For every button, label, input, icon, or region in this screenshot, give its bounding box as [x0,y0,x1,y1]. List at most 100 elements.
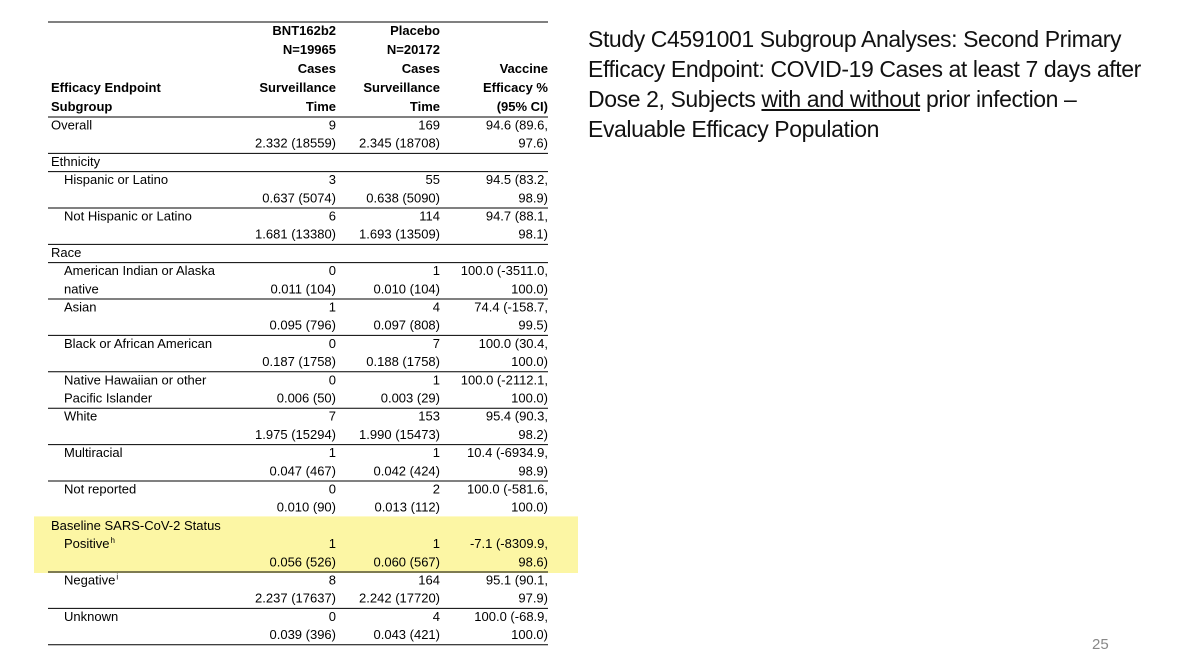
bnt-cell: 0 [329,372,336,387]
header-cell: (95% CI) [497,99,548,114]
header-cell: Surveillance [259,80,336,95]
ve-cell: 94.5 (83.2, [486,172,548,187]
category-label: Race [51,245,81,260]
header-cell: Time [410,99,440,114]
placebo-cell: 164 [418,573,440,588]
bnt-cell: 1 [329,300,336,315]
placebo-cell: 0.638 (5090) [366,190,440,205]
bnt-cell: 0 [329,482,336,497]
row-label: White [64,409,97,424]
highlight [34,516,578,537]
ve-cell: 95.4 (90.3, [486,409,548,424]
placebo-cell: 0.010 (104) [374,281,441,296]
header-cell: Cases [402,61,440,76]
bnt-cell: 1.681 (13380) [255,227,336,242]
header-cell: Efficacy Endpoint [51,80,161,95]
placebo-cell: 114 [419,209,440,224]
placebo-cell: 2.345 (18708) [359,136,440,151]
title-underlined: with and without [761,86,920,112]
row-label: Overall [51,118,92,133]
header-cell: Vaccine [500,61,548,76]
row-label: Unknown [64,609,118,624]
bnt-cell: 2.332 (18559) [255,136,336,151]
row-label: Asian [64,300,97,315]
bnt-cell: 6 [329,209,336,224]
header-cell: BNT162b2 [272,23,336,38]
ve-cell: 100.0) [511,627,548,642]
placebo-cell: 169 [418,118,440,133]
bnt-cell: 0.095 (796) [270,318,337,333]
footnote-marker: i [116,573,118,582]
placebo-cell: 4 [433,300,440,315]
ve-cell: 98.6) [518,554,548,569]
row-label: Positive [64,536,110,551]
placebo-cell: 1.990 (15473) [359,427,440,442]
ve-cell: 100.0 (-3511.0, [461,263,548,278]
bnt-cell: 0.056 (526) [270,554,337,569]
row-label: Black or African American [64,336,212,351]
header-cell: Surveillance [363,80,440,95]
placebo-cell: 1 [433,536,440,551]
bnt-cell: 0 [329,263,336,278]
placebo-cell: 1 [433,372,440,387]
placebo-cell: 2 [433,482,440,497]
placebo-cell: 0.003 (29) [381,391,440,406]
title-text: prior infection – Evaluable Efficacy Pop… [588,86,1077,142]
header-cell: Placebo [390,23,440,38]
ve-cell: 98.9) [518,463,548,478]
header-cell: N=20172 [387,42,440,57]
bnt-cell: 1 [329,445,336,460]
bnt-cell: 9 [329,118,336,133]
ve-cell: 97.9) [518,591,548,606]
row-label: American Indian or Alaska [64,263,216,278]
row-label: Multiracial [64,445,123,460]
ve-cell: 100.0) [511,500,548,515]
row-label: Not reported [64,482,136,497]
ve-cell: 99.5) [518,318,548,333]
row-label: Negative [64,573,115,588]
placebo-cell: 0.013 (112) [374,500,440,515]
bnt-cell: 7 [329,409,336,424]
bnt-cell: 0 [329,336,336,351]
placebo-cell: 2.242 (17720) [359,591,440,606]
row-label: Pacific Islander [64,391,153,406]
ve-cell: 100.0 (-2112.1, [461,372,548,387]
bnt-cell: 0 [329,609,336,624]
placebo-cell: 1 [433,263,440,278]
slide-title: Study C4591001 Subgroup Analyses: Second… [588,24,1148,144]
ve-cell: 100.0 (-68.9, [474,609,548,624]
bnt-cell: 0.637 (5074) [262,190,336,205]
placebo-cell: 0.042 (424) [374,463,441,478]
ve-cell: 100.0) [511,281,548,296]
ve-cell: 98.2) [518,427,548,442]
highlight [34,534,578,573]
header-cell: Subgroup [51,99,112,114]
row-label: Native Hawaiian or other [64,372,207,387]
placebo-cell: 0.188 (1758) [366,354,440,369]
bnt-cell: 8 [329,573,336,588]
category-label: Baseline SARS-CoV-2 Status [51,518,221,533]
bnt-cell: 1 [329,536,336,551]
header-cell: Efficacy % [483,80,548,95]
placebo-cell: 0.060 (567) [374,554,441,569]
ve-cell: 100.0) [511,354,548,369]
placebo-cell: 1 [433,445,440,460]
ve-cell: 74.4 (-158.7, [474,300,548,315]
row-label: Hispanic or Latino [64,172,168,187]
placebo-cell: 0.097 (808) [374,318,441,333]
header-cell: N=19965 [283,42,336,57]
bnt-cell: 0.006 (50) [277,391,336,406]
row-label: Not Hispanic or Latino [64,209,192,224]
results-table: Efficacy Endpoint Subgroup BNT162b2 N=19965… [34,21,578,646]
ve-cell: 100.0 (-581.6, [467,482,548,497]
bnt-cell: 1.975 (15294) [255,427,336,442]
bnt-cell: 0.039 (396) [270,627,337,642]
bnt-cell: 0.047 (467) [270,463,337,478]
ve-cell: 94.7 (88.1, [486,209,548,224]
bnt-cell: 0.187 (1758) [262,354,336,369]
ve-cell: 10.4 (-6934.9, [467,445,548,460]
row-label: native [64,281,99,296]
bnt-cell: 3 [329,172,336,187]
header-cell: Cases [298,61,336,76]
